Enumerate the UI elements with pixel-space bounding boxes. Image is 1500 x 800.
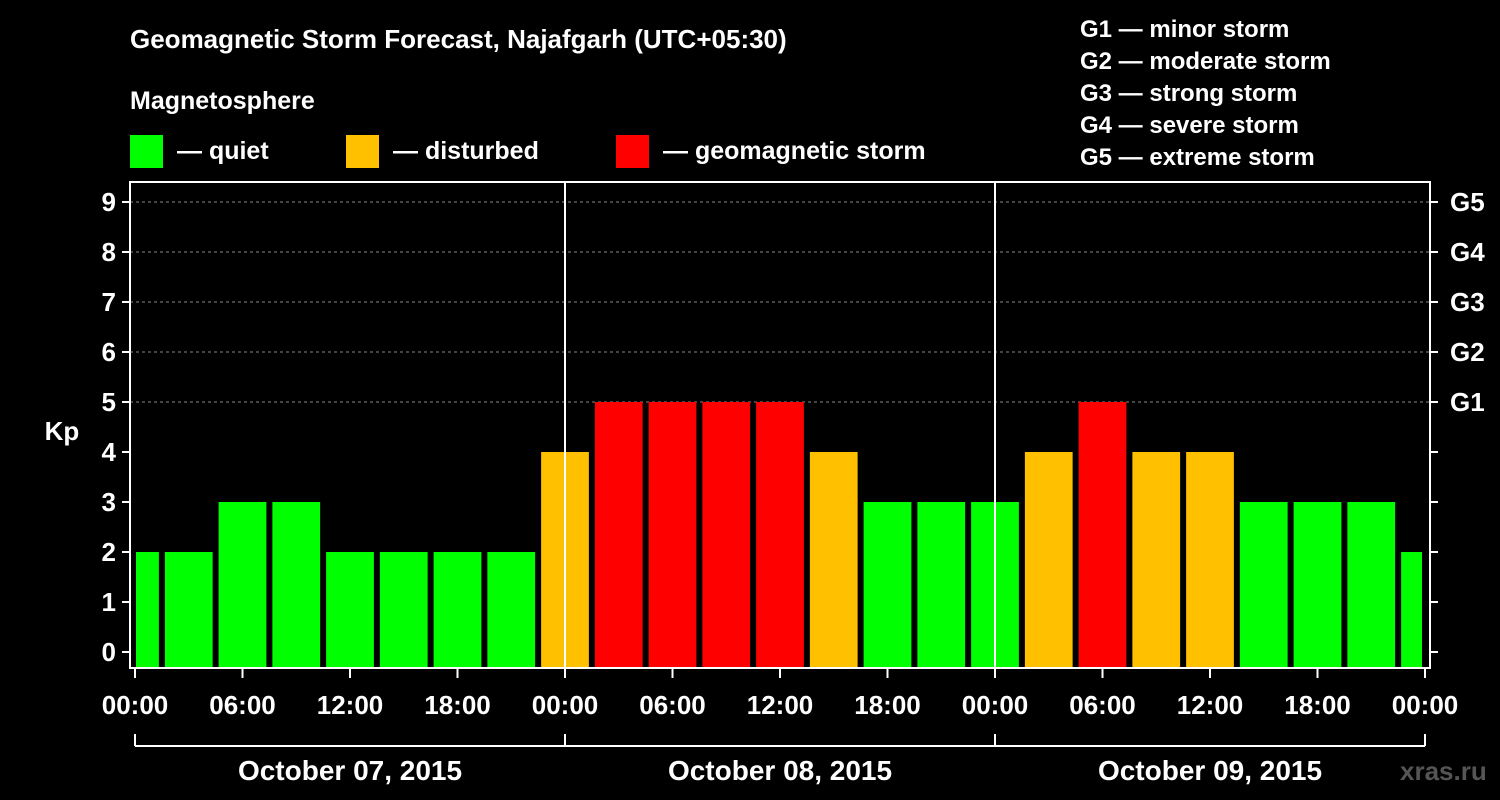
day-label: October 07, 2015	[238, 755, 462, 786]
y-tick-label: 3	[102, 487, 116, 517]
y-tick-label: 1	[102, 587, 116, 617]
y-tick-label: 2	[102, 537, 116, 567]
legend-swatch-quiet	[130, 134, 163, 168]
g-scale-item: G3 — strong storm	[1080, 80, 1298, 107]
g-scale-legend: G1 — minor storm G2 — moderate storm G3 …	[1080, 14, 1331, 174]
x-tick-label: 18:00	[1284, 690, 1351, 720]
kp-bar	[1132, 452, 1181, 668]
credit-watermark: xras.ru	[1400, 756, 1487, 786]
x-tick-label: 06:00	[639, 690, 706, 720]
g-level-label: G5	[1450, 187, 1485, 217]
x-tick-label: 12:00	[317, 690, 384, 720]
kp-bar	[1293, 502, 1342, 668]
kp-bar	[218, 502, 267, 668]
kp-bar	[272, 502, 321, 668]
kp-bar	[326, 552, 374, 668]
x-tick-label: 18:00	[854, 690, 921, 720]
y-tick-label: 7	[102, 287, 116, 317]
day-label: October 09, 2015	[1098, 755, 1322, 786]
y-tick-label: 5	[102, 387, 116, 417]
kp-bar	[164, 552, 213, 668]
g-level-label: G2	[1450, 337, 1485, 367]
y-tick-label: 8	[102, 237, 116, 267]
kp-bar	[379, 552, 428, 668]
kp-bar	[1239, 502, 1288, 668]
kp-bar	[1186, 452, 1234, 668]
x-tick-label: 18:00	[424, 690, 491, 720]
g-level-label: G3	[1450, 287, 1485, 317]
kp-bar	[1024, 452, 1073, 668]
x-tick-label: 06:00	[209, 690, 276, 720]
kp-bar	[487, 552, 536, 668]
g-level-label: G4	[1450, 237, 1485, 267]
g-scale-item: G4 — severe storm	[1080, 112, 1299, 139]
legend-heading: Magnetosphere	[130, 87, 315, 115]
g-level-label: G1	[1450, 387, 1485, 417]
kp-bar	[702, 402, 751, 668]
g-scale-item: G2 — moderate storm	[1080, 48, 1331, 75]
x-tick-label: 12:00	[747, 690, 814, 720]
legend-swatch-disturbed	[346, 134, 379, 168]
kp-bar	[917, 502, 966, 668]
kp-bar	[809, 452, 858, 668]
y-tick-label: 0	[102, 637, 116, 667]
y-tick-label: 4	[102, 437, 117, 467]
chart-title: Geomagnetic Storm Forecast, Najafgarh (U…	[130, 24, 787, 54]
x-tick-label: 00:00	[1392, 690, 1459, 720]
kp-bar	[756, 402, 804, 668]
y-axis-label: Kp	[45, 416, 80, 446]
kp-bar	[594, 402, 643, 668]
legend-swatch-storm	[616, 134, 649, 168]
legend-label-storm: — geomagnetic storm	[663, 136, 926, 165]
legend-item-storm: — geomagnetic storm	[616, 134, 926, 168]
day-label: October 08, 2015	[668, 755, 892, 786]
legend-label-quiet: — quiet	[177, 136, 269, 165]
g-scale-item: G5 — extreme storm	[1080, 144, 1315, 171]
x-tick-label: 06:00	[1069, 690, 1136, 720]
legend-label-disturbed: — disturbed	[393, 136, 539, 165]
kp-bar	[863, 502, 912, 668]
x-tick-label: 00:00	[962, 690, 1029, 720]
y-tick-label: 9	[102, 187, 116, 217]
g-scale-item: G1 — minor storm	[1080, 16, 1290, 43]
y-tick-label: 6	[102, 337, 116, 367]
kp-bar	[136, 552, 159, 668]
x-tick-label: 00:00	[102, 690, 169, 720]
x-tick-label: 12:00	[1177, 690, 1244, 720]
kp-bar	[648, 402, 697, 668]
kp-bar	[1078, 402, 1127, 668]
x-tick-label: 00:00	[532, 690, 599, 720]
legend-item-quiet: — quiet	[130, 134, 269, 168]
kp-bar	[1401, 552, 1422, 668]
legend-item-disturbed: — disturbed	[346, 134, 539, 168]
kp-bar	[1347, 502, 1396, 668]
kp-bar	[433, 552, 482, 668]
